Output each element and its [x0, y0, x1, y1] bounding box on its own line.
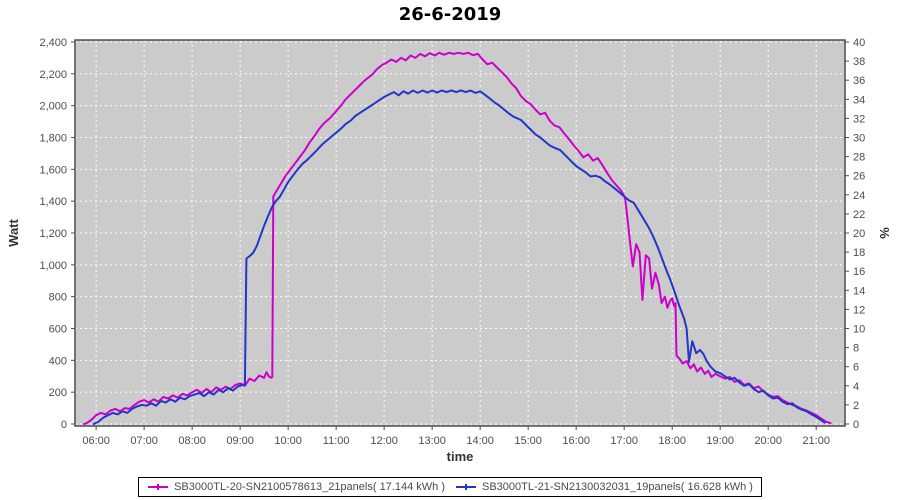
- x-tick-label: 06:00: [82, 435, 110, 447]
- y-right-axis-title: %: [877, 227, 892, 239]
- y-left-tick-label: 800: [49, 292, 67, 304]
- x-axis-title: time: [447, 449, 474, 464]
- legend: SB3000TL-20-SN2100578613_21panels( 17.14…: [0, 477, 900, 497]
- x-tick-label: 07:00: [130, 435, 158, 447]
- y-right-tick-label: 24: [853, 190, 865, 202]
- chart-title: 26-6-2019: [398, 4, 502, 25]
- x-tick-label: 15:00: [514, 435, 542, 447]
- y-left-axis-title: Watt: [6, 218, 21, 246]
- x-tick-label: 09:00: [226, 435, 254, 447]
- y-right-tick-label: 10: [853, 324, 865, 336]
- legend-line-icon-blue: [456, 484, 476, 490]
- x-tick-label: 20:00: [754, 435, 782, 447]
- y-left-tick-label: 1,200: [39, 228, 67, 240]
- x-tick-label: 13:00: [418, 435, 446, 447]
- y-right-tick-label: 26: [853, 171, 865, 183]
- legend-label-sb3000tl-20: SB3000TL-20-SN2100578613_21panels( 17.14…: [174, 481, 445, 493]
- y-left-tick-label: 400: [49, 355, 67, 367]
- x-tick-label: 08:00: [178, 435, 206, 447]
- y-left-tick-label: 2,000: [39, 101, 67, 113]
- y-right-tick-label: 30: [853, 133, 865, 145]
- y-right-tick-label: 6: [853, 362, 859, 374]
- series-group: [83, 51, 832, 425]
- y-right-tick-label: 18: [853, 247, 865, 259]
- legend-label-sb3000tl-21: SB3000TL-21-SN2130032031_19panels( 16.62…: [482, 481, 753, 493]
- legend-line-icon-magenta: [148, 484, 169, 490]
- y-left-tick-label: 1,600: [39, 164, 67, 176]
- legend-item-sb3000tl-21: SB3000TL-21-SN2130032031_19panels( 16.62…: [455, 481, 753, 493]
- series-line-sb3000tl-21: [92, 89, 826, 425]
- y-right-tick-label: 0: [853, 419, 859, 431]
- x-tick-label: 11:00: [323, 435, 350, 447]
- y-left-tick-label: 200: [49, 387, 67, 399]
- y-left-tick-label: 2,200: [39, 69, 67, 81]
- y-left-tick-label: 0: [61, 419, 67, 431]
- y-right-tick-label: 8: [853, 343, 859, 355]
- x-tick-label: 18:00: [658, 435, 686, 447]
- y-left-tick-label: 1,800: [39, 133, 67, 145]
- x-tick-label: 10:00: [274, 435, 302, 447]
- x-tick-label: 12:00: [370, 435, 398, 447]
- y-right-tick-label: 12: [853, 304, 865, 316]
- y-right-tick-label: 34: [853, 94, 865, 106]
- y-right-tick-label: 22: [853, 209, 865, 221]
- y-right-tick-label: 36: [853, 75, 865, 87]
- y-left-tick-label: 1,400: [39, 196, 67, 208]
- y-right-tick-label: 38: [853, 56, 865, 68]
- y-right-tick-label: 14: [853, 285, 865, 297]
- y-left-tick-label: 1,000: [39, 260, 67, 272]
- x-tick-label: 17:00: [610, 435, 638, 447]
- x-tick-label: 16:00: [562, 435, 590, 447]
- axis-ticks: [71, 41, 849, 430]
- legend-item-sb3000tl-20: SB3000TL-20-SN2100578613_21panels( 17.14…: [147, 481, 445, 493]
- y-right-tick-label: 4: [853, 381, 859, 393]
- y-right-tick-label: 2: [853, 400, 859, 412]
- y-right-tick-label: 20: [853, 228, 865, 240]
- y-right-tick-label: 40: [853, 37, 865, 49]
- y-right-tick-label: 28: [853, 152, 865, 164]
- x-tick-label: 19:00: [706, 435, 734, 447]
- y-right-tick-label: 32: [853, 113, 865, 125]
- y-right-tick-label: 16: [853, 266, 865, 278]
- x-tick-label: 14:00: [466, 435, 494, 447]
- legend-box: SB3000TL-20-SN2100578613_21panels( 17.14…: [138, 477, 762, 497]
- y-left-tick-label: 600: [49, 324, 67, 336]
- x-tick-label: 21:00: [802, 435, 830, 447]
- gridlines: [75, 40, 845, 426]
- y-left-tick-label: 2,400: [39, 37, 67, 49]
- series-line-sb3000tl-20: [83, 51, 832, 425]
